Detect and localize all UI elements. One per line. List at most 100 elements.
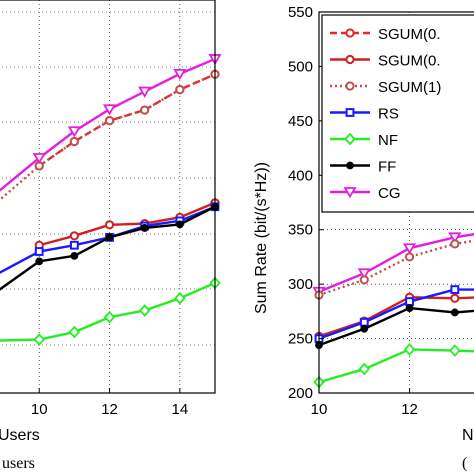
series-line-ff	[318, 306, 474, 347]
series-ff	[0, 202, 219, 291]
right-chart: 200 250 300 350 400 450 500 550 10 12 Sum Rate (…	[253, 4, 474, 472]
point-nf-marker	[33, 333, 45, 346]
point-rs-marker	[34, 247, 44, 256]
point-cg-marker	[138, 86, 152, 98]
point-cg-marker	[357, 268, 371, 280]
point-cg-marker	[67, 126, 81, 138]
point-rs-marker	[450, 285, 460, 294]
legend-label: SGUM(1)	[378, 79, 441, 96]
legend-entry-sgum-0: SGUM(0.	[330, 53, 441, 70]
legend-entry-ff: FF	[330, 159, 396, 176]
right-y-ticks: 200 250 300 350 400 450 500 550	[288, 4, 324, 402]
series-line-sgum-1	[318, 239, 474, 297]
point-sgum-1-marker	[450, 239, 460, 249]
right-x-axis-label: N	[462, 427, 474, 444]
y-tick-label: 450	[288, 113, 313, 130]
point-sgum-0-marker	[104, 220, 115, 230]
series-ff	[315, 304, 474, 350]
y-tick-label: 550	[288, 4, 313, 21]
right-y-axis-label: Sum Rate (bit/(s*Hz))	[253, 162, 270, 314]
left-series	[0, 54, 222, 346]
legend-marker	[345, 54, 355, 65]
series-line-sgum-1	[0, 73, 216, 202]
series-sgum-0	[314, 292, 474, 341]
right-series	[312, 232, 474, 389]
point-ff-marker	[140, 224, 149, 232]
legend-entry-sgum-0: SGUM(0.	[330, 26, 441, 43]
point-nf-marker	[449, 344, 461, 357]
point-sgum-1-marker	[104, 116, 115, 126]
point-ff-marker	[405, 304, 414, 312]
point-sgum-1-marker	[404, 252, 415, 262]
series-nf	[0, 276, 221, 346]
x-tick-label: 10	[31, 401, 48, 418]
legend-label: RS	[378, 106, 399, 123]
legend: SGUM(0. SGUM(0. SGUM(1) RS NF FF CG	[321, 14, 474, 213]
legend-entry-cg: CG	[330, 185, 401, 202]
legend-marker	[344, 132, 356, 146]
x-tick-label: 14	[172, 401, 189, 418]
point-cg-marker	[173, 68, 187, 81]
series-sgum-1	[314, 239, 474, 300]
y-tick-label: 350	[288, 222, 313, 239]
left-chart: 10 12 14 Users users	[0, 0, 222, 472]
point-sgum-1-marker	[140, 105, 150, 115]
point-ff-marker	[175, 220, 184, 229]
legend-entry-sgum-1: SGUM(1)	[330, 79, 441, 96]
y-tick-label: 500	[288, 58, 313, 75]
point-rs-marker	[359, 317, 369, 327]
point-rs-marker	[405, 297, 414, 306]
left-caption: users	[2, 455, 35, 472]
series-cg	[0, 54, 222, 192]
legend-entry-nf: NF	[330, 132, 398, 149]
series-line-nf	[0, 281, 216, 342]
series-cg	[312, 232, 474, 299]
point-ff-marker	[450, 308, 459, 317]
legend-label: NF	[378, 132, 398, 149]
legend-label: SGUM(0.	[378, 26, 441, 43]
point-nf-marker	[103, 310, 116, 324]
series-sgum-0	[34, 198, 220, 250]
left-x-ticks: 10 12 14	[31, 388, 188, 418]
series-sgum-0	[34, 69, 220, 171]
point-nf-marker	[138, 304, 151, 317]
series-line-sgum-0	[38, 201, 216, 247]
left-grid	[0, 0, 215, 393]
point-ff-marker	[70, 251, 79, 260]
point-nf-marker	[403, 343, 416, 356]
series-line-sgum-0	[38, 73, 216, 167]
point-cg-marker	[102, 104, 117, 116]
point-nf-marker	[358, 362, 370, 376]
point-sgum-1-marker	[69, 136, 79, 147]
y-tick-label: 250	[288, 331, 313, 348]
point-cg-marker	[402, 243, 417, 255]
point-sgum-1-marker	[175, 85, 185, 95]
legend-label: SGUM(0.	[378, 53, 441, 70]
series-nf	[313, 343, 474, 389]
right-caption: (	[462, 455, 467, 472]
right-x-ticks: 10 12	[311, 388, 418, 418]
series-line-nf	[318, 348, 474, 384]
point-nf-marker	[174, 291, 186, 305]
legend-label: FF	[378, 159, 396, 176]
legend-label: CG	[378, 185, 401, 202]
point-cg-marker	[32, 153, 46, 165]
left-plot-frame	[0, 0, 216, 394]
legend-marker	[345, 81, 355, 91]
point-rs-marker	[69, 240, 79, 250]
legend-entry-rs: RS	[330, 106, 399, 123]
x-tick-label: 12	[101, 401, 118, 418]
x-tick-label: 10	[311, 401, 328, 418]
y-tick-label: 400	[288, 167, 313, 184]
legend-marker	[345, 108, 355, 117]
legend-marker	[345, 28, 355, 38]
left-x-axis-label: Users	[0, 427, 40, 444]
point-sgum-1-marker	[359, 275, 369, 285]
point-ff-marker	[360, 324, 369, 333]
point-nf-marker	[68, 325, 81, 339]
point-ff-marker	[35, 257, 44, 266]
y-tick-label: 200	[288, 385, 313, 402]
right-plot-frame	[318, 11, 474, 394]
point-sgum-0-marker	[450, 293, 460, 303]
